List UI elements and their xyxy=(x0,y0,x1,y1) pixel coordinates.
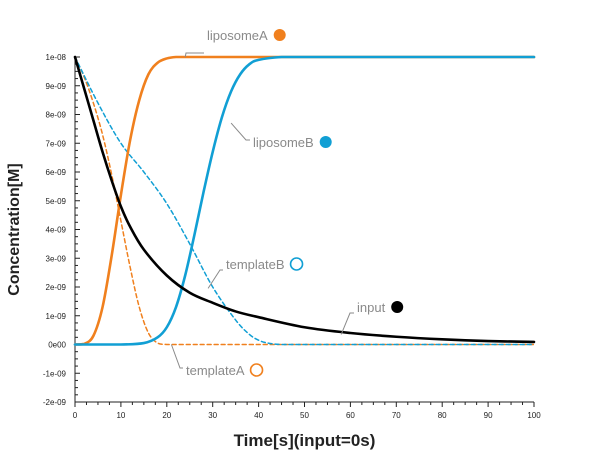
axes: 0 10 20 30 40 50 60 70 80 90 100 1e-08 9e-09 8e-09 7e… xyxy=(43,53,541,420)
y-tick-label: -1e-09 xyxy=(43,369,67,378)
y-tick-label: 1e-08 xyxy=(46,53,67,62)
y-axis-title: Concentration[M] xyxy=(6,163,23,295)
x-tick-label: 10 xyxy=(116,411,125,420)
series-line-input xyxy=(73,55,536,344)
y-tick-label: 8e-09 xyxy=(46,111,67,120)
x-tick-label: 0 xyxy=(73,411,78,420)
annotation-leader-liposomea xyxy=(184,52,204,58)
y-tick-label: 3e-09 xyxy=(46,254,67,263)
annotation-leader-input xyxy=(340,312,354,335)
annotation-label-liposomeb: liposomeB xyxy=(253,135,314,150)
y-tick-label: 6e-09 xyxy=(46,168,67,177)
annotation-label-liposomea: liposomeA xyxy=(207,28,268,43)
y-tick-label: 2e-09 xyxy=(46,283,67,292)
annotation-label-templateb: templateB xyxy=(226,257,285,272)
x-tick-label: 50 xyxy=(300,411,309,420)
series-line-liposomeb xyxy=(73,55,536,346)
annotation-leader-liposomeb xyxy=(230,122,250,141)
annotation-leader-templatea xyxy=(170,344,183,369)
x-tick-label: 100 xyxy=(527,411,541,420)
annotation-label-input: input xyxy=(357,300,386,315)
y-tick-label: 7e-09 xyxy=(46,139,67,148)
legend-marker-templatea xyxy=(249,363,264,377)
y-tick-label: 5e-09 xyxy=(46,197,67,206)
annotation-leader-templateb xyxy=(207,269,223,289)
legend-marker-liposomeb xyxy=(319,136,332,148)
x-tick-label: 70 xyxy=(392,411,401,420)
legend-marker-templateb xyxy=(289,257,304,271)
series-lines xyxy=(73,55,536,346)
y-axis-ticks: 1e-08 9e-09 8e-09 7e-09 6e-09 5e-09 4e-09 3e-09… xyxy=(43,53,80,407)
series-annotations: liposomeA liposomeB templateB input template… xyxy=(170,28,404,378)
x-tick-label: 80 xyxy=(438,411,447,420)
x-tick-label: 90 xyxy=(484,411,493,420)
y-tick-label: 0e00 xyxy=(48,341,66,350)
legend-marker-input xyxy=(391,301,404,313)
y-tick-label: 9e-09 xyxy=(46,82,67,91)
y-tick-label: 1e-09 xyxy=(46,312,67,321)
x-tick-label: 40 xyxy=(254,411,263,420)
x-tick-label: 30 xyxy=(208,411,217,420)
series-line-liposomea xyxy=(73,55,536,346)
y-tick-label: 4e-09 xyxy=(46,226,67,235)
x-tick-label: 60 xyxy=(346,411,355,420)
legend-marker-liposomea xyxy=(273,29,286,41)
x-axis-ticks: 0 10 20 30 40 50 60 70 80 90 100 xyxy=(73,402,541,420)
y-tick-label: -2e-09 xyxy=(43,398,67,407)
series-line-templatea xyxy=(74,56,535,346)
x-tick-label: 20 xyxy=(162,411,171,420)
series-line-templateb xyxy=(74,56,535,346)
x-axis-title: Time[s](input=0s) xyxy=(234,431,376,450)
annotation-label-templatea: templateA xyxy=(186,363,245,378)
